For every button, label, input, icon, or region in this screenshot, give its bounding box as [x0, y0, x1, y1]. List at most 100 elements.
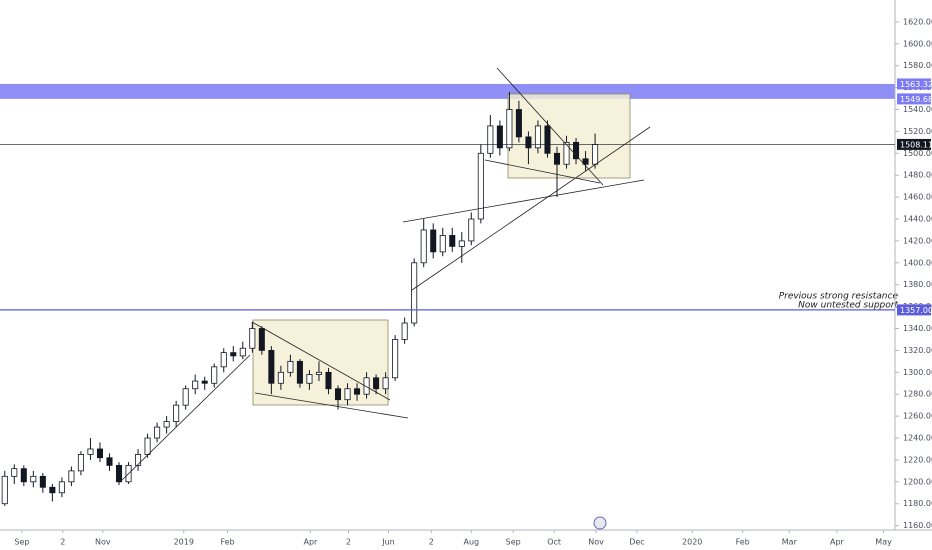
trend-lines [119, 67, 651, 483]
candle-body [487, 125, 494, 154]
candle-body [563, 141, 570, 165]
candle-body [20, 468, 27, 483]
candle-body [506, 109, 513, 149]
x-tick-label: Feb [220, 538, 234, 547]
trend-line [484, 159, 601, 184]
candle-body [211, 366, 218, 384]
candle-body [154, 426, 161, 439]
candle-body [220, 352, 227, 368]
candle-body [249, 328, 256, 349]
candle-body [430, 229, 437, 253]
y-tick-label: 1280.00 [903, 390, 932, 399]
y-tick-label: 1580.00 [903, 61, 932, 70]
range-box [507, 93, 631, 179]
candle-body [230, 352, 237, 357]
x-tick-label: 2 [346, 538, 351, 547]
candle-body [420, 229, 427, 264]
x-tick-label: 2 [60, 538, 65, 547]
y-tick-label: 1340.00 [903, 324, 932, 333]
y-tick-label: 1400.00 [903, 258, 932, 267]
candle-body [173, 404, 180, 422]
candle-body [1, 475, 8, 505]
trend-line [254, 392, 409, 419]
candle-body [258, 328, 265, 351]
candle-body [306, 374, 313, 384]
candle-body [468, 218, 475, 242]
y-tick-label: 1300.00 [903, 368, 932, 377]
candle-body [106, 457, 113, 466]
trend-line [496, 67, 604, 186]
y-tick-label: 1160.00 [903, 521, 932, 530]
y-tick-label: 1420.00 [903, 236, 932, 245]
candle-body [144, 437, 151, 455]
x-tick-label: Feb [736, 538, 750, 547]
x-tick-label: Oct [547, 538, 561, 547]
y-tick-label: 1240.00 [903, 434, 932, 443]
candle-body [58, 481, 65, 494]
candle-body [344, 388, 351, 401]
candle-body [163, 421, 170, 428]
y-tick-label: 1600.00 [903, 39, 932, 48]
candle-body [477, 152, 484, 220]
candle-body [363, 377, 370, 395]
candle-body [582, 158, 589, 165]
y-tick-label: 1440.00 [903, 215, 932, 224]
candle-body [534, 125, 541, 149]
candle-body [325, 371, 332, 390]
candle-body [296, 360, 303, 384]
y-tick-label: 1380.00 [903, 280, 932, 289]
x-tick-label: Jun [381, 538, 395, 547]
price-tag [897, 78, 931, 90]
x-tick-label: 2020 [682, 538, 702, 547]
x-tick-label: Sep [14, 538, 29, 547]
y-tick-label: 1540.00 [903, 105, 932, 114]
candle-body [553, 152, 561, 165]
x-tick-label: Dec [629, 538, 644, 547]
trend-line [411, 126, 651, 291]
candle-body [315, 371, 322, 375]
y-tick-label: 1480.00 [903, 171, 932, 180]
price-tag-label: 1549.68 [900, 95, 932, 104]
candle-body [382, 377, 389, 390]
y-tick-label: 1200.00 [903, 477, 932, 486]
x-tick-label: May [875, 538, 892, 547]
x-tick-label: Nov [95, 538, 111, 547]
candle-body [39, 475, 46, 488]
resistance-band [0, 83, 895, 99]
logo [593, 516, 607, 530]
candle-body [115, 464, 123, 483]
y-tick-label: 1320.00 [903, 346, 932, 355]
candle-body [525, 136, 532, 149]
y-tick-label: 1260.00 [903, 412, 932, 421]
candle-body [439, 235, 446, 253]
annotation: Now untested support [798, 301, 898, 311]
candle-body [392, 339, 399, 379]
candle-body [277, 371, 284, 384]
candle-body [268, 350, 275, 384]
candle-body [49, 486, 56, 494]
candle-body [87, 448, 94, 455]
candle-body [239, 347, 246, 357]
x-tick-label: 2019 [174, 538, 194, 547]
candle-body [411, 262, 418, 324]
x-tick-label: Apr [303, 538, 318, 547]
x-tick-label: Sep [506, 538, 521, 547]
candle-body [135, 454, 142, 466]
y-tick-label: 1460.00 [903, 193, 932, 202]
trend-line [119, 354, 251, 483]
y-tick-label: 1220.00 [903, 455, 932, 464]
trend-line [251, 321, 391, 401]
candle-body [515, 109, 522, 138]
price-tag [897, 93, 931, 105]
candle-body [201, 380, 208, 384]
x-tick-label: Nov [588, 538, 604, 547]
candle-body [373, 377, 380, 390]
candle-body [449, 235, 456, 247]
candle-body [68, 470, 75, 483]
x-tick-label: Mar [782, 538, 798, 547]
candle-body [96, 448, 103, 459]
price-tag [897, 138, 931, 150]
price-tag-label: 1508.11 [900, 140, 932, 149]
annotation: Previous strong resistance [779, 292, 899, 302]
